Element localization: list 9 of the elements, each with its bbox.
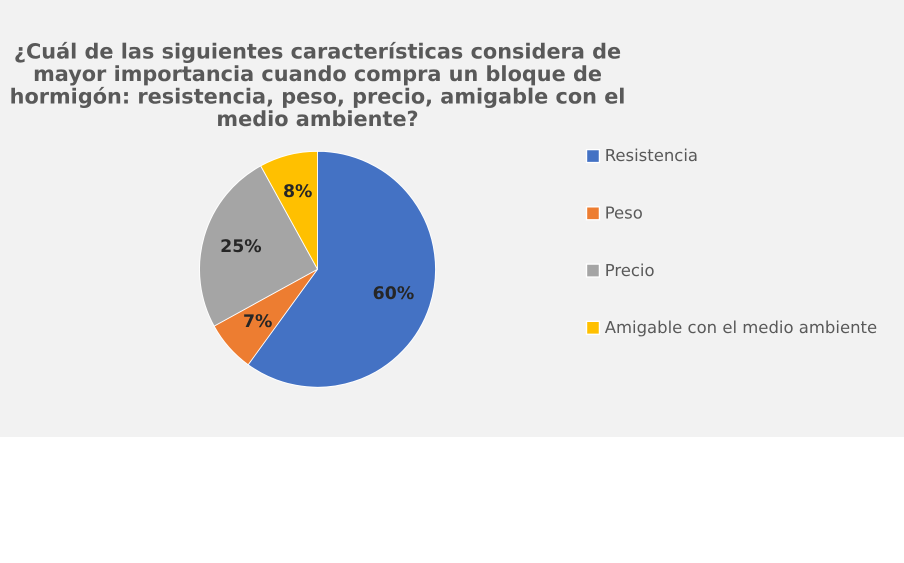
legend-label: Resistencia — [604, 146, 698, 166]
data-label: 25% — [220, 237, 262, 258]
chart-title: ¿Cuál de las siguientes características considera de mayor importancia cuando compra un bloque de hormigón: resistencia, peso, precio, amigable con el medio ambiente? — [10, 39, 626, 132]
legend-label: Peso — [604, 204, 643, 222]
legend-label: Precio — [604, 260, 655, 280]
legend-label: Amigable con el medio ambiente — [604, 318, 878, 338]
data-label: 60% — [372, 284, 414, 304]
data-label: 8% — [282, 182, 312, 202]
data-label: 7% — [242, 312, 272, 332]
